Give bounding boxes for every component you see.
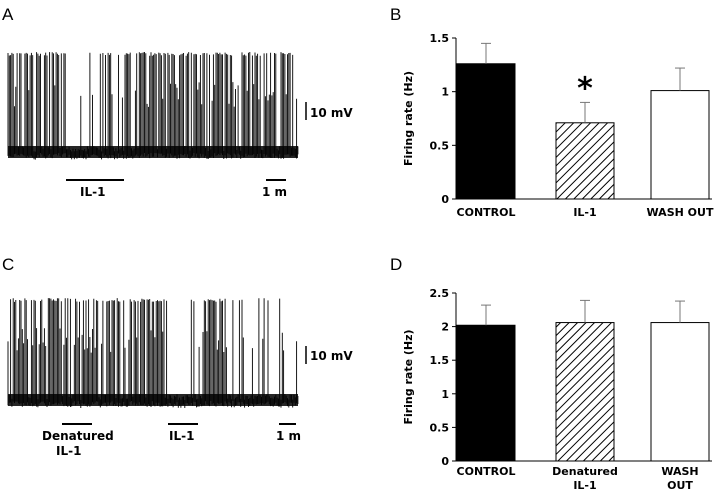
time-scale-label-c: 1 m [276, 429, 301, 443]
x-category-label: IL-1 [573, 206, 596, 219]
spike-train-path [7, 298, 299, 408]
x-category-label: WASH OUT [647, 206, 714, 219]
panel-letter-b: B [390, 5, 401, 24]
y-tick-label: 1 [441, 388, 449, 401]
x-category-label: CONTROL [457, 206, 516, 219]
spike-train-path [7, 52, 299, 160]
trace-baseline [8, 394, 298, 406]
x-category-label-line: IL-1 [573, 479, 596, 491]
treatment-label-c-denatured-2: IL-1 [56, 444, 81, 458]
x-category-label-line: Denatured [552, 465, 618, 478]
y-tick-label: 0.5 [430, 421, 450, 434]
treatment-label-c-il1: IL-1 [169, 429, 194, 443]
panel-letter-c: C [2, 255, 14, 274]
y-tick-label: 0 [441, 193, 449, 206]
y-tick-label: 2.5 [430, 287, 450, 300]
bar [650, 322, 710, 462]
x-category-label-line: WASH [661, 465, 698, 478]
time-scale-label-a: 1 m [262, 185, 287, 199]
voltage-trace-a [7, 52, 299, 160]
x-category-label: CONTROL [457, 465, 516, 478]
y-tick-label: 1.5 [430, 354, 450, 367]
voltage-scale-label-c: 10 mV [310, 349, 353, 363]
panel-letter-a: A [2, 5, 14, 24]
panel-letter-d: D [390, 255, 402, 274]
y-axis-label: Firing rate (Hz) [402, 71, 415, 166]
bar [456, 324, 516, 462]
x-category-label-line: OUT [667, 479, 693, 491]
treatment-label-a: IL-1 [80, 185, 105, 199]
bar [555, 122, 615, 200]
significance-marker: * [577, 71, 593, 106]
voltage-trace-c [7, 298, 299, 408]
bar [456, 63, 516, 200]
y-axis-label: Firing rate (Hz) [402, 329, 415, 424]
y-tick-label: 1 [441, 86, 449, 99]
bar-chart-d: 0 0.5 1 1.5 2 2.5 Firing rate (Hz) CONTROL Denat… [402, 287, 712, 491]
bar [555, 322, 615, 462]
bar [650, 90, 710, 200]
y-tick-label: 1.5 [430, 32, 450, 45]
bar-chart-b: 0 0.5 1 1.5 Firing rate (Hz) * CONTROL IL-1 WASH… [402, 32, 714, 219]
treatment-label-c-denatured-1: Denatured [42, 429, 114, 443]
y-tick-label: 2 [441, 321, 449, 334]
y-tick-label: 0 [441, 455, 449, 468]
y-tick-label: 0.5 [430, 139, 450, 152]
x-category-label: WASH OUT [661, 465, 698, 491]
trace-baseline [8, 146, 298, 158]
x-category-label: Denatured IL-1 [552, 465, 618, 491]
voltage-scale-label-a: 10 mV [310, 106, 353, 120]
